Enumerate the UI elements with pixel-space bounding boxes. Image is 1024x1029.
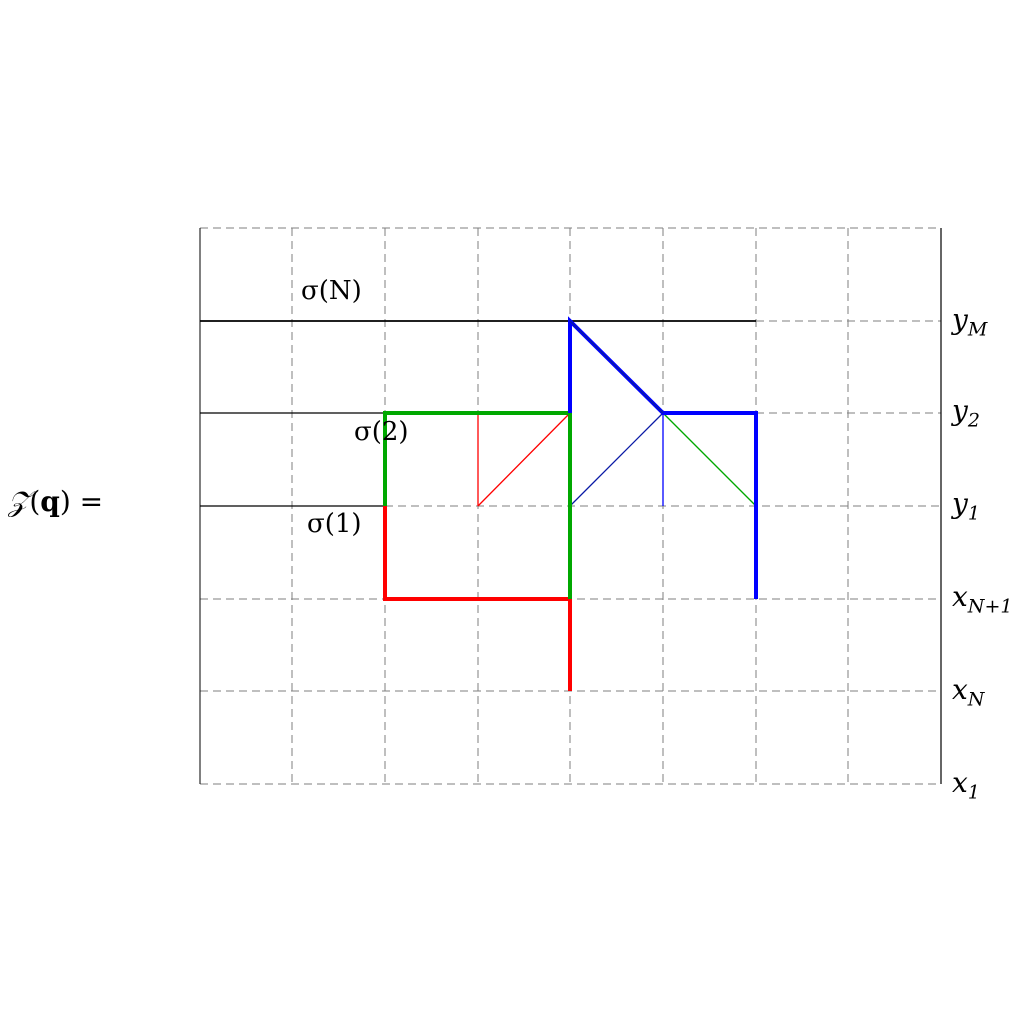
- blue-diagonal-edge: [569, 320, 664, 414]
- close-equals: ) =: [59, 485, 104, 518]
- q-symbol: q: [40, 485, 60, 518]
- open-paren: (: [29, 485, 41, 518]
- sigma-2-label: σ(2): [354, 417, 409, 447]
- row-label-y2: y2: [952, 394, 980, 432]
- row-label-xN: xN: [952, 673, 985, 711]
- green-thin-diagonal: [662, 412, 757, 507]
- green-path: [383, 411, 572, 599]
- script-z-symbol: 𝒵: [8, 485, 30, 518]
- red-thin-diagonal: [477, 412, 571, 507]
- blue-thin-diagonal: [569, 412, 664, 507]
- row-label-yM: yM: [952, 303, 988, 341]
- row-label-x1: x1: [952, 766, 980, 804]
- row-label-xN1: xN+1: [952, 580, 1013, 618]
- sigma-n-label: σ(N): [301, 276, 362, 306]
- red-path: [383, 506, 572, 691]
- sigma-1-label: σ(1): [307, 509, 362, 539]
- row-label-y1: y1: [952, 487, 980, 525]
- partition-function-label: 𝒵(q) =: [8, 488, 103, 516]
